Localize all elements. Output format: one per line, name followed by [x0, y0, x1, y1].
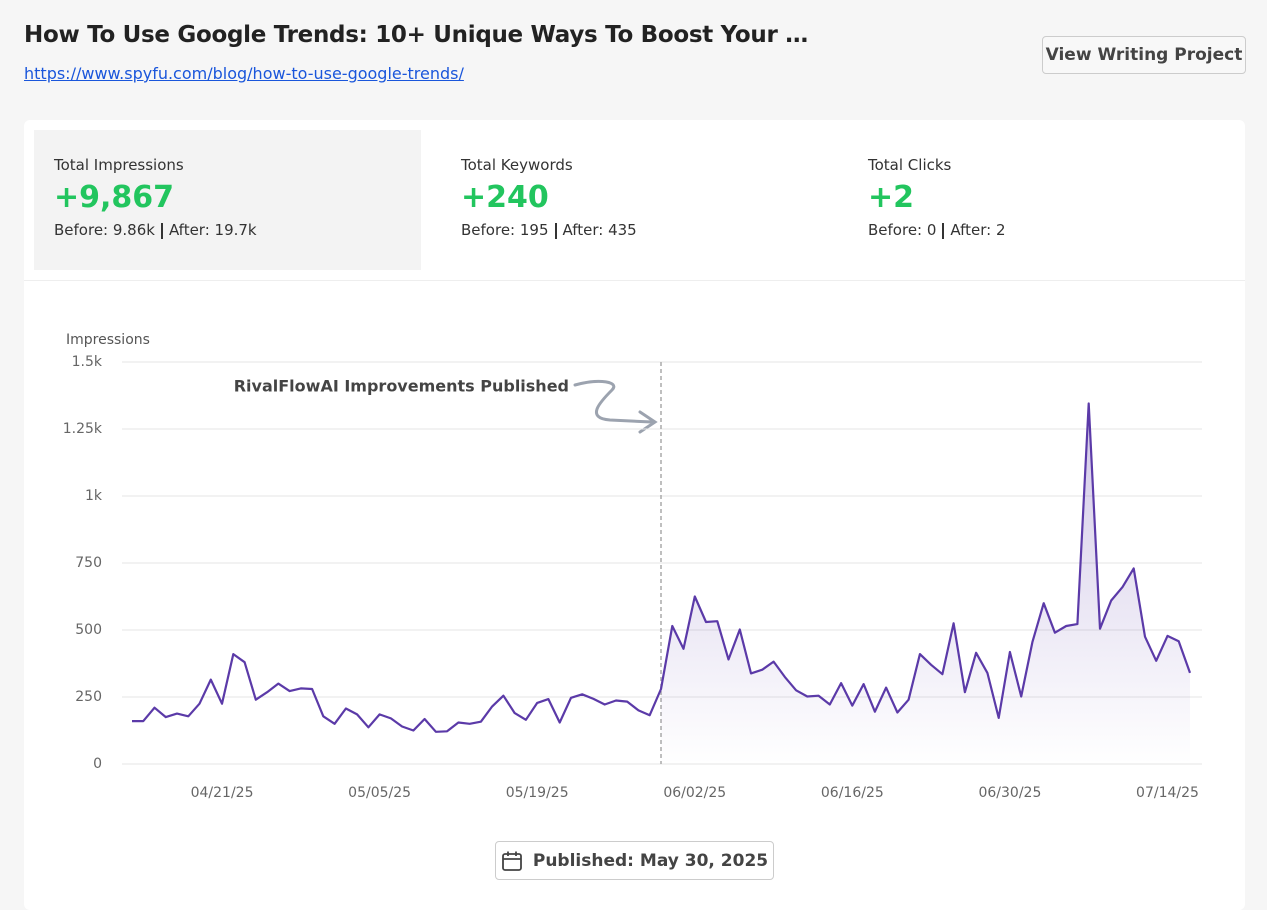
y-tick-label: 1.5k [72, 354, 103, 370]
stat-after: After: 19.7k [168, 221, 257, 239]
stat-label: Total Clicks [868, 156, 952, 174]
x-tick-label: 06/16/25 [821, 785, 884, 801]
y-tick-label: 500 [75, 622, 102, 638]
published-badge: Published: May 30, 2025 [495, 841, 774, 880]
x-tick-label: 07/14/25 [1136, 785, 1199, 801]
annotation-text: RivalFlowAI Improvements Published [234, 377, 569, 396]
view-project-button[interactable]: View Writing Project [1042, 36, 1246, 74]
area-fill [661, 403, 1190, 764]
page-title: How To Use Google Trends: 10+ Unique Way… [24, 22, 808, 48]
stat-value: +9,867 [54, 180, 175, 215]
calendar-icon [501, 851, 522, 871]
divider [24, 280, 1245, 281]
annotation-arrow [573, 379, 658, 434]
chart: Impressions 0 250 500 750 1k 1.25k 1.5k 04/21/2… [63, 332, 1202, 801]
published-text: Published: May 30, 2025 [532, 850, 769, 871]
y-tick-label: 1k [85, 488, 103, 504]
stat-after: After: 2 [950, 221, 1006, 239]
stat-card[interactable]: Total Impressions +9,867 Before: 9.86k Af… [34, 130, 421, 270]
x-tick-label: 04/21/25 [191, 785, 254, 801]
line [132, 402, 1192, 733]
x-tick-label: 06/30/25 [978, 785, 1041, 801]
stat-value: +240 [461, 180, 549, 215]
x-tick-label: 06/02/25 [663, 785, 726, 801]
y-tick-label: 750 [75, 555, 102, 571]
x-tick-label: 05/05/25 [348, 785, 411, 801]
y-axis-label: Impressions [66, 332, 150, 348]
x-tick-label: 05/19/25 [506, 785, 569, 801]
page-url[interactable]: https://www.spyfu.com/blog/how-to-use-go… [24, 64, 464, 83]
y-tick-label: 250 [75, 689, 102, 705]
stat-after: After: 435 [562, 221, 637, 239]
stat-before: Before: 0 [868, 221, 937, 239]
stat-card[interactable]: Total Keywords +240 Before: 195 After: 43… [441, 130, 828, 270]
y-tick-label: 1.25k [63, 421, 103, 437]
stat-label: Total Keywords [461, 156, 573, 174]
stat-card[interactable]: Total Clicks +2 Before: 0 After: 2 [848, 130, 1235, 270]
stat-value: +2 [868, 180, 915, 215]
stat-before: Before: 195 [461, 221, 549, 239]
stat-before: Before: 9.86k [54, 221, 155, 239]
y-tick-label: 0 [93, 756, 102, 772]
stat-label: Total Impressions [54, 156, 184, 174]
